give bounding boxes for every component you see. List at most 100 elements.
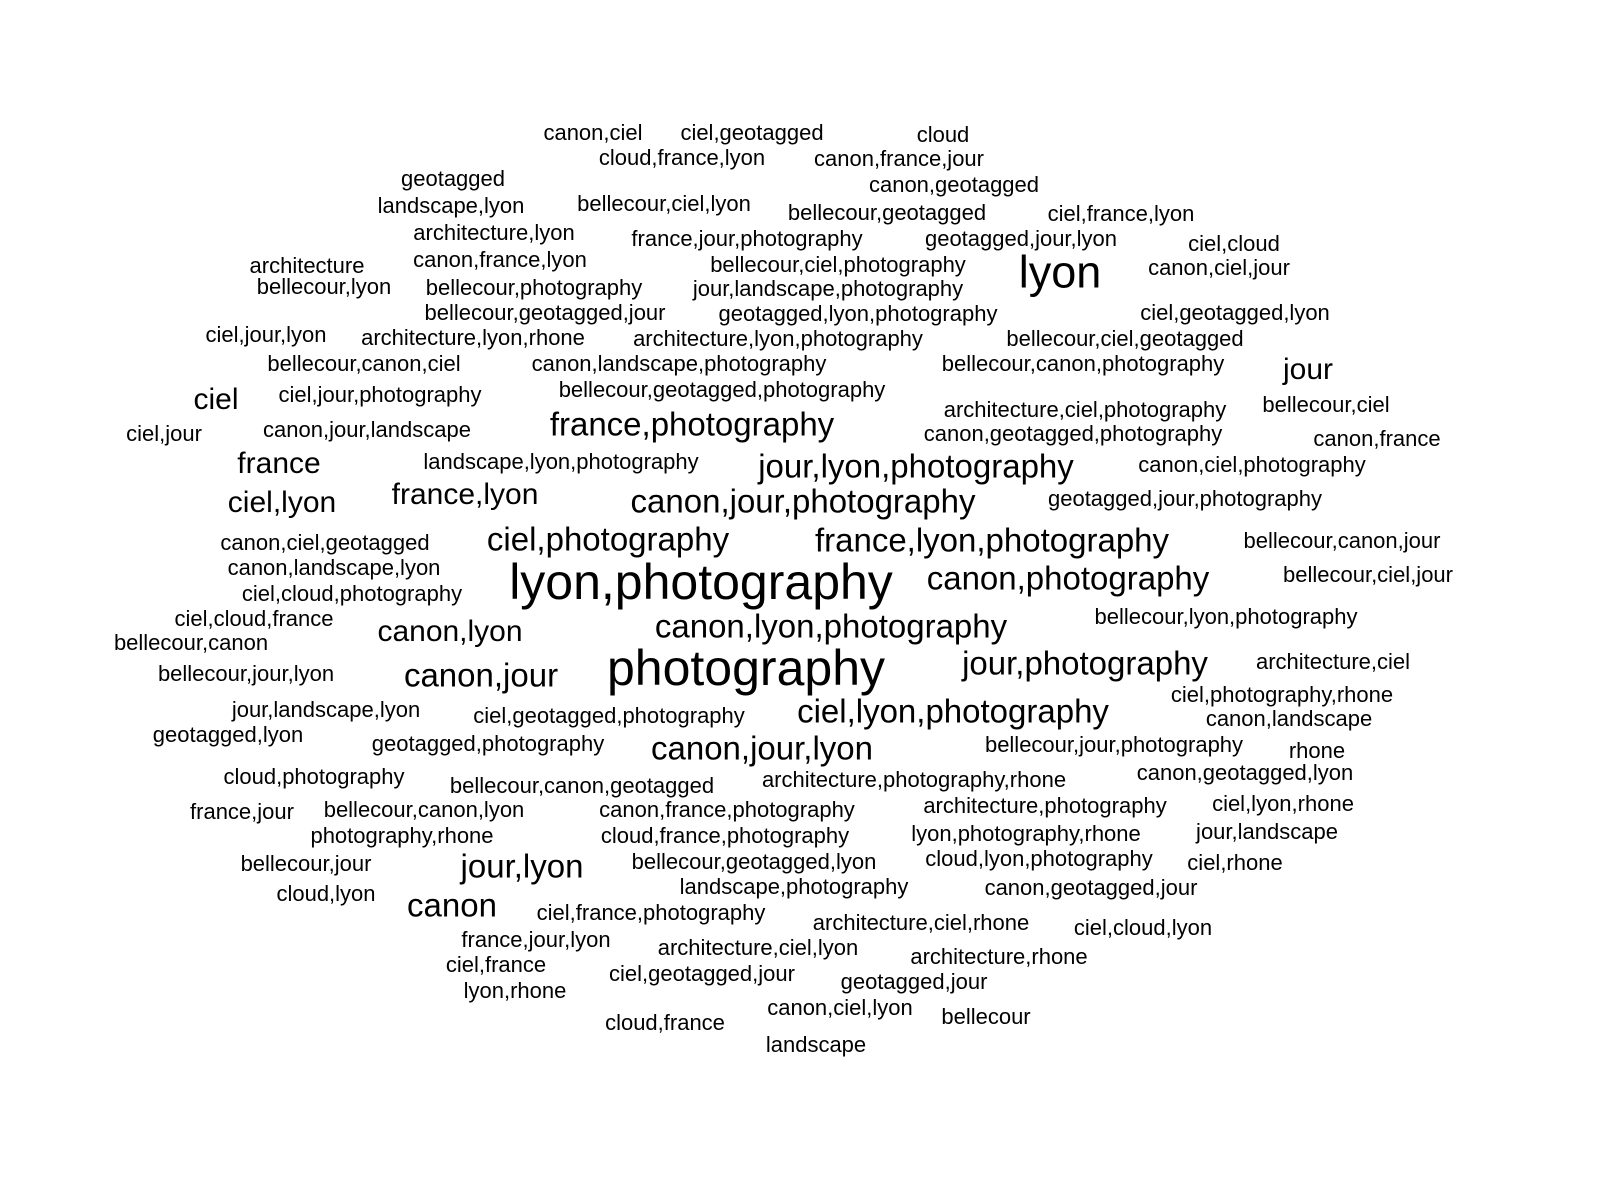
word: canon bbox=[407, 886, 497, 924]
word: geotagged,lyon bbox=[152, 722, 304, 747]
word: architecture,photography bbox=[923, 793, 1167, 818]
word: cloud,france bbox=[605, 1010, 725, 1035]
word: lyon bbox=[1018, 246, 1102, 298]
word: ciel,rhone bbox=[1187, 850, 1283, 875]
word: ciel,france,lyon bbox=[1047, 201, 1195, 226]
word: ciel,geotagged,photography bbox=[473, 703, 745, 728]
word: bellecour,ciel,jour bbox=[1283, 562, 1453, 587]
word: canon,jour,photography bbox=[630, 482, 976, 520]
word: cloud,france,photography bbox=[600, 823, 850, 848]
word: ciel,photography bbox=[486, 520, 730, 558]
word: ciel,lyon,rhone bbox=[1212, 791, 1354, 816]
word: bellecour,geotagged,lyon bbox=[631, 849, 877, 874]
word: canon,france bbox=[1313, 426, 1441, 451]
word: architecture,lyon,photography bbox=[633, 326, 923, 351]
word: bellecour,canon,ciel bbox=[267, 351, 461, 376]
word: canon,france,lyon bbox=[413, 247, 587, 272]
word: landscape,lyon bbox=[377, 193, 525, 218]
word: bellecour,geotagged,jour bbox=[424, 300, 666, 325]
word: france bbox=[237, 447, 321, 480]
word: cloud,lyon bbox=[276, 881, 376, 906]
word: bellecour bbox=[941, 1004, 1031, 1029]
word: ciel,jour bbox=[126, 421, 202, 446]
word: jour bbox=[1282, 353, 1334, 386]
word: bellecour,ciel,photography bbox=[710, 252, 966, 277]
word: architecture,lyon bbox=[413, 220, 575, 245]
word: bellecour,ciel bbox=[1262, 392, 1390, 417]
word: canon,jour,landscape bbox=[263, 417, 471, 442]
word: bellecour,canon,geotagged bbox=[449, 773, 715, 798]
word: canon,ciel bbox=[543, 120, 643, 145]
word: architecture,photography,rhone bbox=[761, 767, 1067, 792]
word: canon,geotagged,lyon bbox=[1136, 760, 1354, 785]
word: ciel,cloud,photography bbox=[241, 581, 463, 606]
word: france,lyon bbox=[391, 478, 539, 511]
word: canon,france,photography bbox=[599, 797, 855, 822]
word: france,photography bbox=[549, 405, 835, 443]
word: jour,landscape,lyon bbox=[231, 697, 421, 722]
word: canon,geotagged,jour bbox=[984, 875, 1198, 900]
word: ciel,geotagged bbox=[680, 120, 824, 145]
word: canon,jour,lyon bbox=[651, 729, 873, 767]
word: landscape bbox=[765, 1032, 867, 1057]
word: ciel,france bbox=[445, 952, 547, 977]
word: canon,france,jour bbox=[814, 146, 984, 171]
word: bellecour,jour,lyon bbox=[157, 661, 335, 686]
word: france,jour,lyon bbox=[461, 927, 611, 952]
word: ciel,cloud,france bbox=[174, 606, 334, 631]
word: architecture,ciel,lyon bbox=[657, 935, 859, 960]
word: ciel,photography,rhone bbox=[1170, 682, 1394, 707]
word: canon,landscape,lyon bbox=[227, 555, 441, 580]
word: ciel,lyon,photography bbox=[797, 692, 1109, 730]
word: bellecour,canon,photography bbox=[941, 351, 1225, 376]
word: jour,landscape bbox=[1196, 819, 1338, 844]
word: jour,lyon bbox=[460, 847, 584, 885]
word: architecture,lyon,rhone bbox=[361, 325, 585, 350]
word: jour,landscape,photography bbox=[692, 276, 964, 301]
word: france,jour bbox=[190, 799, 294, 824]
word: bellecour,lyon bbox=[256, 274, 392, 299]
word: canon,landscape bbox=[1205, 706, 1373, 731]
word: architecture bbox=[249, 253, 365, 278]
word: france,lyon,photography bbox=[814, 521, 1170, 559]
word: canon,geotagged bbox=[868, 172, 1040, 197]
word: canon,ciel,geotagged bbox=[220, 530, 430, 555]
word: landscape,lyon,photography bbox=[423, 449, 699, 474]
word: ciel,jour,lyon bbox=[205, 322, 327, 347]
word: geotagged bbox=[401, 166, 505, 191]
word: bellecour,ciel,lyon bbox=[577, 191, 751, 216]
word: canon,photography bbox=[926, 559, 1210, 597]
word: ciel,geotagged,lyon bbox=[1140, 300, 1330, 325]
word: bellecour,canon,lyon bbox=[323, 797, 525, 822]
word: photography bbox=[606, 640, 886, 696]
word: lyon,rhone bbox=[463, 978, 567, 1003]
word: photography,rhone bbox=[310, 823, 494, 848]
word: cloud bbox=[916, 122, 970, 147]
word: cloud,france,lyon bbox=[598, 145, 766, 170]
word: cloud,lyon,photography bbox=[925, 846, 1153, 871]
word: jour,lyon,photography bbox=[758, 447, 1074, 485]
word: bellecour,canon,jour bbox=[1243, 528, 1441, 553]
word: geotagged,jour,photography bbox=[1047, 486, 1323, 511]
word: canon,jour bbox=[403, 656, 559, 694]
word: bellecour,geotagged bbox=[787, 200, 987, 225]
word: jour,photography bbox=[962, 644, 1208, 682]
word: cloud,photography bbox=[223, 764, 405, 789]
word: architecture,ciel,photography bbox=[943, 397, 1227, 422]
word: ciel,lyon bbox=[227, 486, 337, 519]
word: canon,lyon bbox=[377, 615, 523, 648]
word: ciel,france,photography bbox=[536, 900, 766, 925]
word: bellecour,jour,photography bbox=[984, 732, 1244, 757]
word: ciel,cloud bbox=[1188, 231, 1280, 256]
word: lyon,photography bbox=[509, 554, 893, 610]
word: canon,ciel,photography bbox=[1138, 452, 1366, 477]
word: architecture,rhone bbox=[910, 944, 1088, 969]
word: geotagged,lyon,photography bbox=[718, 301, 998, 326]
word: canon,ciel,lyon bbox=[767, 995, 913, 1020]
word: bellecour,ciel,geotagged bbox=[1006, 326, 1244, 351]
word: france,jour,photography bbox=[631, 226, 863, 251]
word: architecture,ciel,rhone bbox=[812, 910, 1030, 935]
word: canon,lyon,photography bbox=[654, 607, 1008, 645]
word: rhone bbox=[1288, 738, 1346, 763]
word: canon,ciel,jour bbox=[1148, 255, 1290, 280]
